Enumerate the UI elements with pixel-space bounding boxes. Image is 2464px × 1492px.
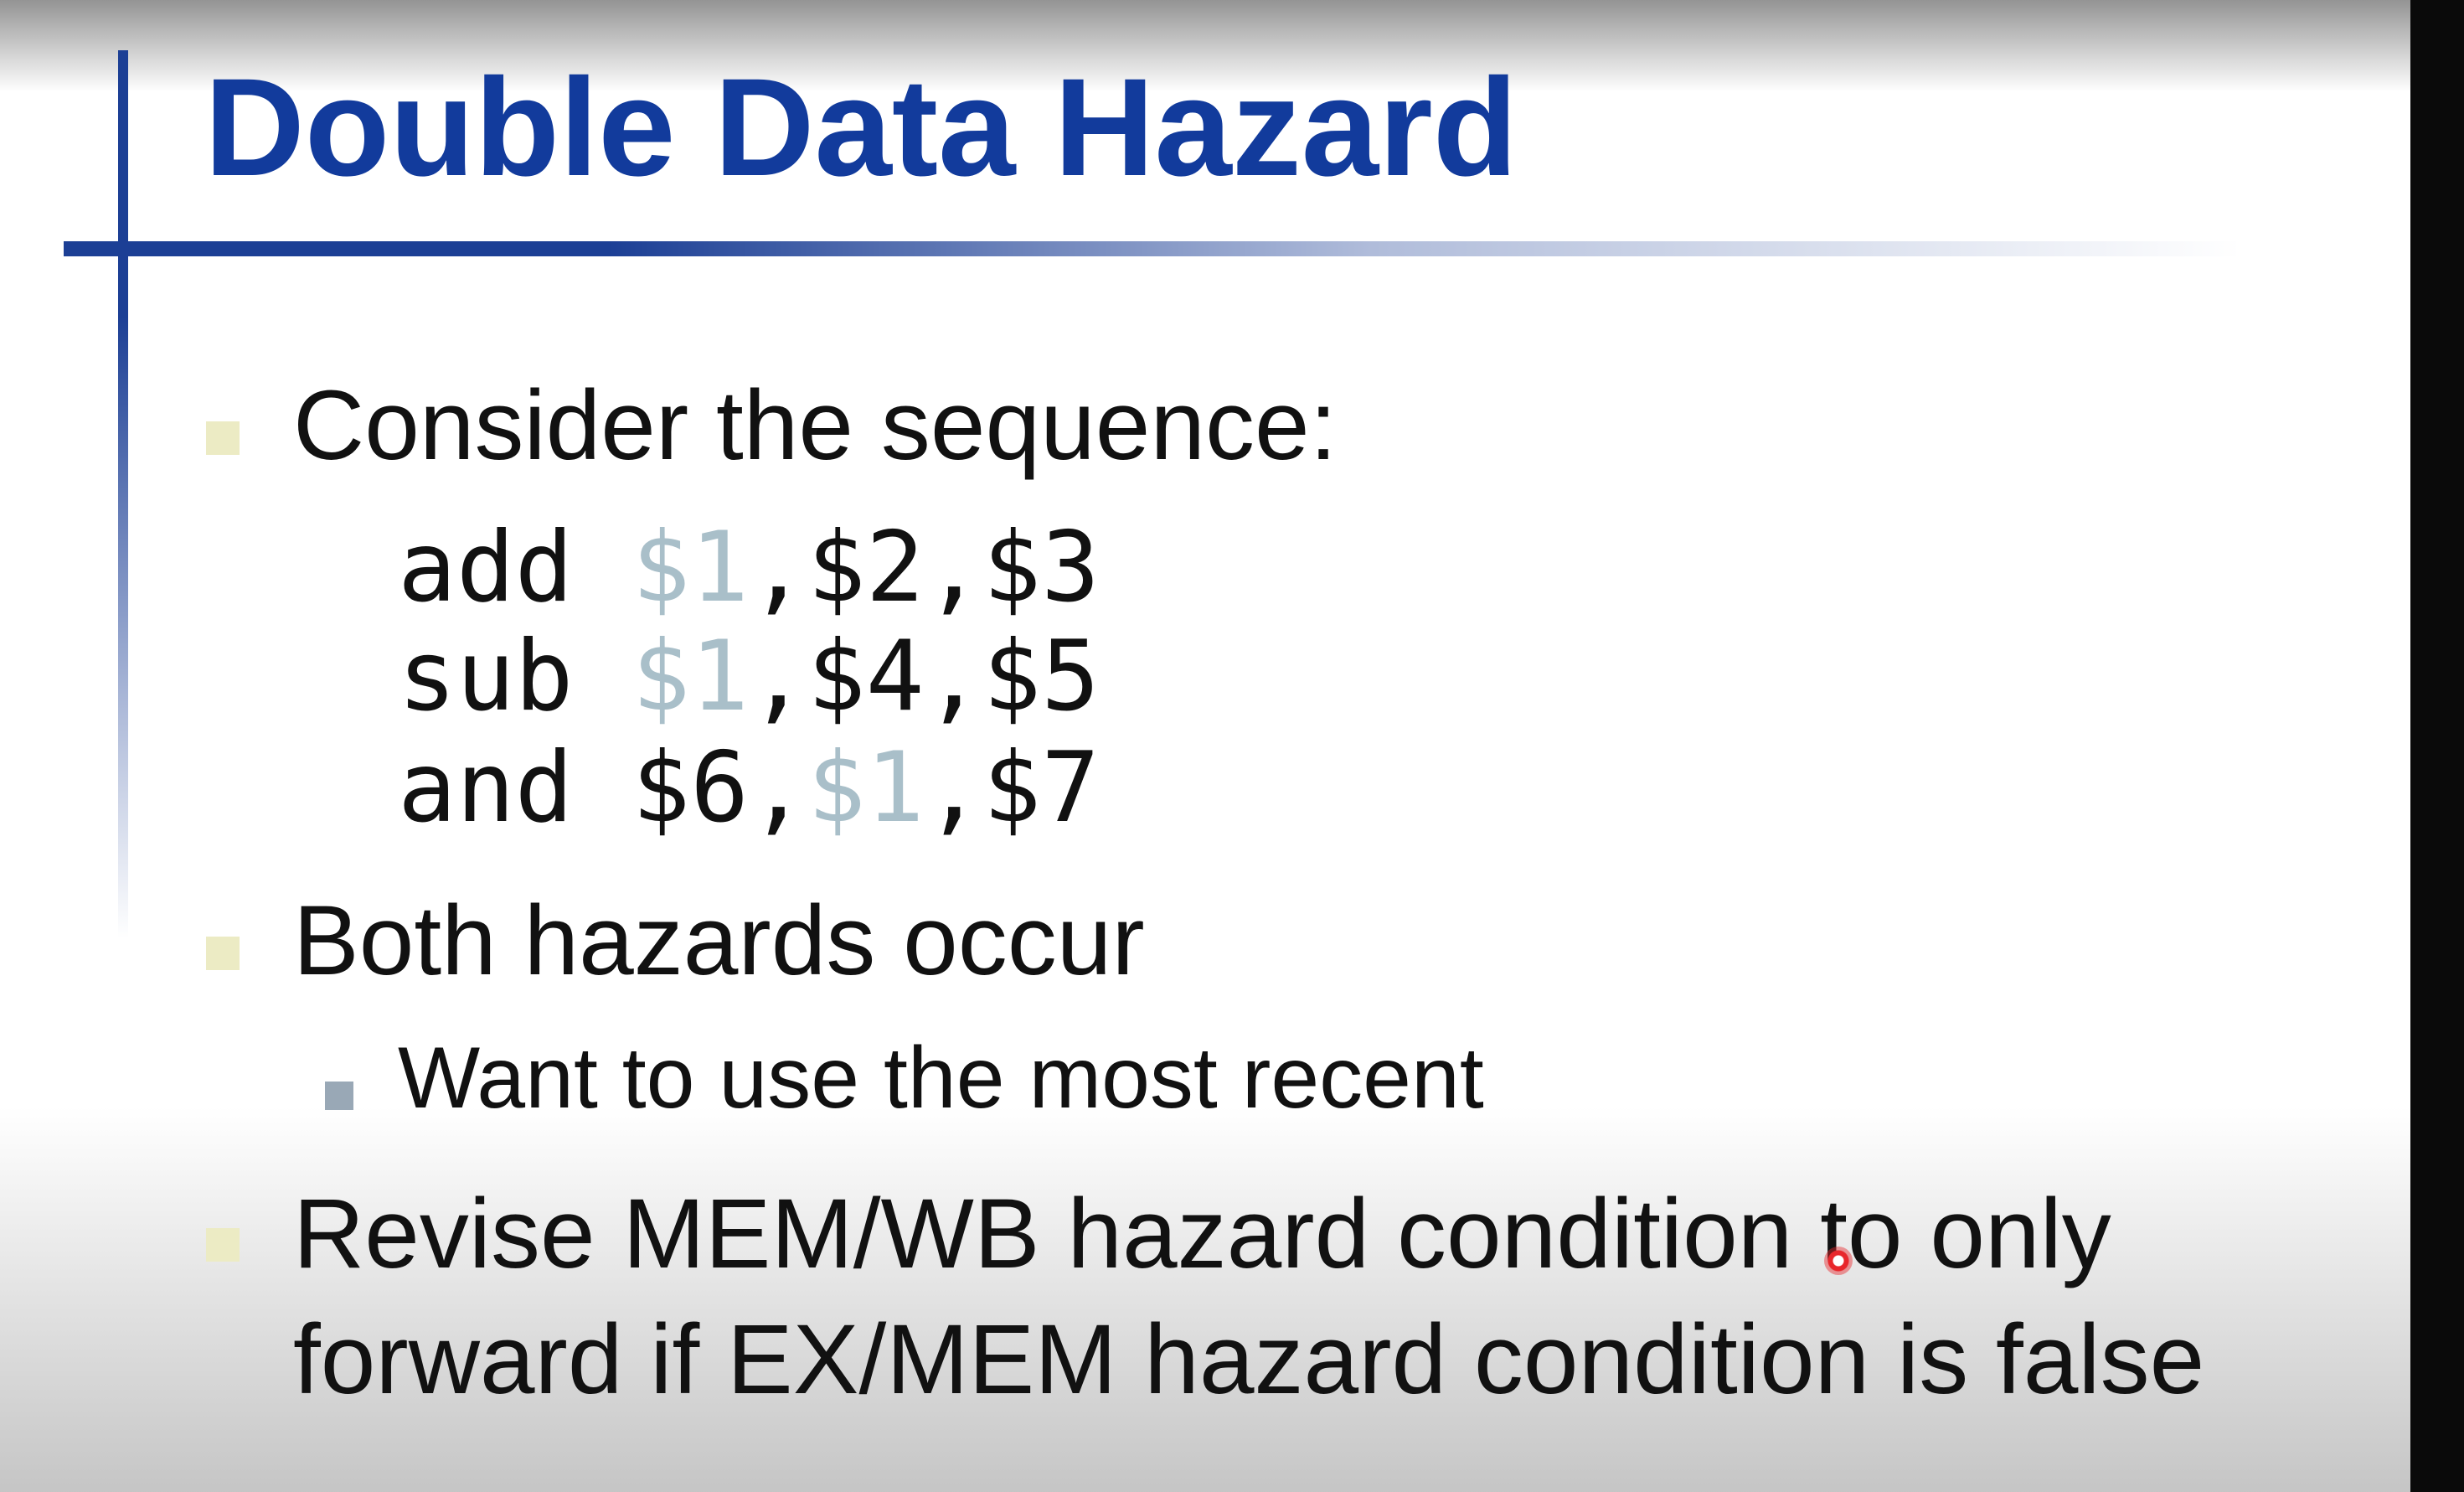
laser-pointer-icon bbox=[1824, 1247, 1853, 1275]
window-edge bbox=[2410, 0, 2464, 1492]
code-line-sub: sub $1,$4,$5 bbox=[398, 620, 1100, 733]
code-line-and: and $6,$1,$7 bbox=[398, 731, 1100, 844]
code-line-add: add $1,$2,$3 bbox=[398, 511, 1100, 624]
title-vertical-rule bbox=[118, 50, 128, 938]
code-operands: ,$7 bbox=[924, 731, 1101, 844]
bullet-marker bbox=[206, 937, 240, 970]
bullet-text-both-hazards: Both hazards occur bbox=[293, 885, 1145, 996]
code-op: add bbox=[398, 511, 574, 624]
bottom-shade bbox=[0, 1107, 2410, 1492]
bullet-marker bbox=[206, 1228, 240, 1262]
code-operands: $6, bbox=[631, 731, 807, 844]
bullet-text-revise: Revise MEM/WB hazard condition to only bbox=[293, 1179, 2111, 1289]
slide-title: Double Data Hazard bbox=[204, 50, 1518, 205]
bullet-marker bbox=[206, 421, 240, 455]
top-shade bbox=[0, 0, 2410, 92]
code-op: and bbox=[398, 731, 574, 844]
code-register-highlight: $1 bbox=[631, 620, 750, 733]
code-operands: ,$4,$5 bbox=[749, 620, 1101, 733]
code-operands: ,$2,$3 bbox=[749, 511, 1101, 624]
sub-bullet-text: Want to use the most recent bbox=[398, 1030, 1484, 1127]
slide: Double Data Hazard Consider the sequence… bbox=[0, 0, 2410, 1492]
code-op: sub bbox=[398, 620, 574, 733]
title-horizontal-rule bbox=[64, 241, 2241, 256]
code-register-highlight: $1 bbox=[807, 731, 925, 844]
bullet-text-consider: Consider the sequence: bbox=[293, 370, 1338, 481]
sub-bullet-marker bbox=[325, 1082, 353, 1110]
bullet-text-revise-continuation: forward if EX/MEM hazard condition is fa… bbox=[293, 1304, 2205, 1415]
code-register-highlight: $1 bbox=[631, 511, 750, 624]
